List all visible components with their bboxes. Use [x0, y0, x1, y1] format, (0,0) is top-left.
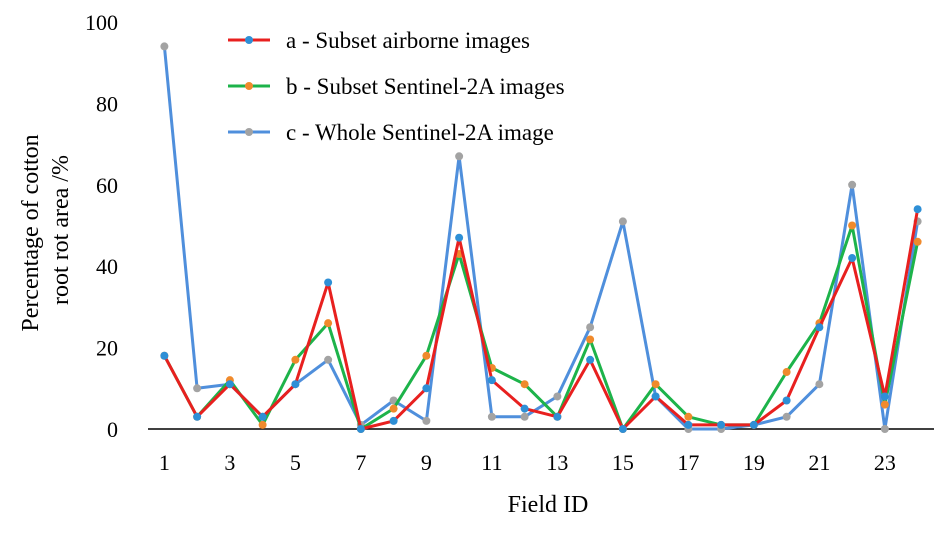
x-tick-label: 19: [743, 450, 765, 475]
y-tick-label: 20: [96, 336, 118, 361]
data-point: [324, 278, 333, 287]
legend: a - Subset airborne images b - Subset Sen…: [228, 28, 565, 145]
legend-entry-a: a - Subset airborne images: [228, 28, 530, 53]
legend-swatch-marker: [245, 36, 253, 44]
data-point: [880, 425, 889, 433]
y-axis-title-line-2: root rot area /%: [48, 155, 74, 305]
data-point: [782, 368, 791, 377]
data-point: [291, 380, 300, 389]
data-point: [913, 237, 922, 246]
series-line: [163, 224, 920, 431]
data-point: [520, 404, 529, 413]
data-point: [553, 412, 562, 421]
legend-entry-b: b - Subset Sentinel-2A images: [228, 74, 565, 99]
data-point: [160, 42, 169, 51]
data-point: [389, 404, 398, 413]
x-tick-labels: 1 3 5 7 9 11 13 15 17 19 21 23: [159, 450, 896, 475]
data-point: [193, 384, 202, 393]
data-point: [389, 416, 398, 425]
series-a: [160, 205, 922, 433]
data-point: [487, 412, 496, 421]
y-tick-label: 60: [96, 173, 118, 198]
data-point: [291, 355, 300, 364]
data-point: [324, 355, 333, 364]
x-tick-label: 5: [290, 450, 301, 475]
data-point: [782, 396, 791, 405]
x-tick-label: 9: [421, 450, 432, 475]
data-point: [618, 425, 627, 433]
data-point: [848, 180, 857, 189]
y-tick-labels: 0 20 40 60 80 100: [85, 10, 118, 442]
data-point: [455, 233, 464, 242]
data-point: [815, 323, 824, 332]
legend-label: c - Whole Sentinel-2A image: [286, 120, 554, 145]
data-point: [160, 351, 169, 360]
y-axis-title-line-1: Percentage of cotton: [18, 134, 44, 331]
data-point: [193, 412, 202, 421]
data-point: [815, 380, 824, 389]
data-point: [717, 420, 726, 429]
x-axis-title: Field ID: [508, 492, 589, 518]
data-point: [487, 376, 496, 385]
y-tick-label: 0: [107, 417, 118, 442]
x-tick-label: 21: [808, 450, 830, 475]
data-point: [848, 254, 857, 263]
data-point: [586, 323, 595, 332]
data-point: [520, 412, 529, 421]
x-tick-label: 17: [677, 450, 699, 475]
y-tick-label: 80: [96, 91, 118, 116]
legend-swatch-marker: [245, 82, 253, 90]
series-b: [160, 221, 922, 433]
data-point: [553, 392, 562, 401]
legend-label: b - Subset Sentinel-2A images: [286, 74, 565, 99]
x-tick-label: 7: [355, 450, 366, 475]
data-point: [324, 319, 333, 328]
data-point: [422, 351, 431, 360]
x-tick-label: 23: [874, 450, 896, 475]
data-point: [880, 392, 889, 401]
series-c: [160, 42, 922, 433]
data-point: [258, 420, 267, 429]
x-tick-label: 15: [612, 450, 634, 475]
data-point: [258, 412, 267, 421]
legend-swatch-marker: [245, 128, 253, 136]
series-line: [163, 208, 920, 431]
data-point: [586, 335, 595, 344]
data-point: [684, 412, 693, 421]
series-layer: [160, 42, 922, 433]
legend-label: a - Subset airborne images: [286, 28, 530, 53]
y-axis-title: Percentage of cotton root rot area /%: [18, 128, 74, 331]
data-point: [618, 217, 627, 226]
data-point: [913, 205, 922, 214]
data-point: [782, 412, 791, 421]
legend-entry-c: c - Whole Sentinel-2A image: [228, 120, 554, 145]
y-tick-label: 40: [96, 254, 118, 279]
data-point: [651, 392, 660, 401]
x-tick-label: 3: [224, 450, 235, 475]
data-point: [848, 221, 857, 230]
data-point: [684, 420, 693, 429]
y-tick-label: 100: [85, 10, 118, 35]
data-point: [520, 380, 529, 389]
data-point: [880, 400, 889, 409]
data-point: [356, 425, 365, 433]
data-point: [749, 420, 758, 429]
data-point: [651, 380, 660, 389]
x-tick-label: 1: [159, 450, 170, 475]
data-point: [586, 355, 595, 364]
data-point: [455, 152, 464, 161]
series-line: [162, 46, 920, 431]
data-point: [422, 384, 431, 393]
x-tick-label: 11: [481, 450, 502, 475]
data-point: [225, 380, 234, 389]
x-tick-label: 13: [546, 450, 568, 475]
data-point: [422, 416, 431, 425]
